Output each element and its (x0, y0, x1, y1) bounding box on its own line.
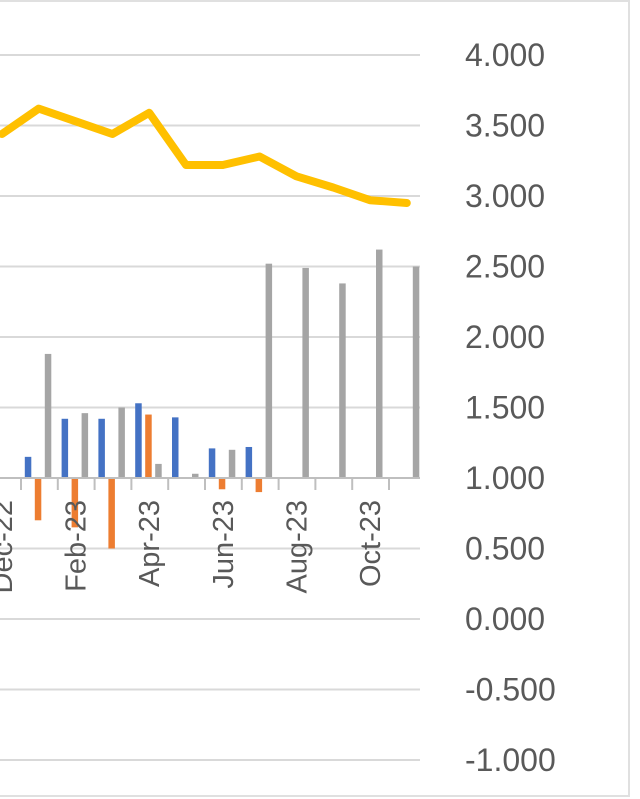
bar-series-3-Nov-23 (412, 266, 420, 478)
y-tick-label: 2.500 (465, 249, 545, 285)
x-tick-label: Oct-23 (355, 500, 387, 587)
bar-series-1-Jun-23 (208, 448, 216, 478)
x-tick-label: Dec-22 (0, 500, 19, 594)
bar-series-2-Apr-23 (145, 414, 152, 478)
bar-series-3-Oct-23 (376, 249, 383, 478)
x-tick-label: Feb-23 (61, 500, 93, 592)
bar-series-1-May-23 (172, 417, 179, 478)
y-axis-tick-labels: 4.000 3.500 3.000 2.500 2.000 1.500 1.000 0.500… (465, 37, 556, 778)
bar-series-3-Feb-23 (81, 413, 89, 478)
y-tick-label: 0.000 (465, 601, 545, 637)
y-tick-label: 3.000 (465, 178, 545, 214)
gridlines (0, 54, 420, 761)
bar-series-1-Feb-23 (61, 418, 69, 478)
x-axis-tick-labels: Dec-22 Feb-23 Apr-23 Jun-23 Aug-23 Oct-23 (0, 500, 387, 594)
y-tick-label: 2.000 (465, 319, 545, 355)
y-tick-label: 0.500 (465, 531, 545, 567)
bar-series-2-Jun-23 (218, 478, 226, 490)
bar-series-1-Mar-23 (98, 418, 105, 478)
category-axis (0, 477, 420, 490)
bar-series-3-Jan-23 (44, 353, 52, 478)
bar-series-3-Aug-23 (302, 267, 309, 478)
y-tick-label: 1.000 (465, 460, 545, 496)
bar-series-2-Jul-23 (255, 478, 263, 493)
bar-series-3-Jun-23 (228, 449, 236, 478)
bar-series-3-May-23 (192, 473, 199, 478)
y-tick-label: 4.000 (465, 37, 545, 73)
bar-series-3-Apr-23 (155, 463, 162, 478)
y-tick-label: -1.000 (465, 742, 556, 778)
bar-series-2-Feb-23 (71, 478, 79, 528)
bar-series-1-Jan-23 (24, 456, 32, 478)
bar-series-1-Apr-23 (135, 403, 142, 478)
y-tick-label: 3.500 (465, 108, 545, 144)
y-tick-label: -0.500 (465, 672, 556, 708)
x-tick-label: Apr-23 (134, 500, 166, 587)
y-tick-label: 1.500 (465, 390, 545, 426)
x-tick-label: Aug-23 (281, 500, 313, 594)
line-series-4 (0, 104, 411, 207)
x-tick-label: Jun-23 (208, 500, 240, 589)
bar-series-3-Sep-23 (339, 283, 346, 478)
bar-series-3-Mar-23 (118, 407, 125, 478)
bar-series-1-Jul-23 (245, 446, 253, 478)
bar-series-2-Jan-23 (34, 478, 42, 521)
bar-series-2-Mar-23 (108, 478, 115, 549)
bar-series (24, 249, 420, 549)
line-series (0, 104, 411, 207)
bar-series-3-Jul-23 (265, 263, 273, 478)
